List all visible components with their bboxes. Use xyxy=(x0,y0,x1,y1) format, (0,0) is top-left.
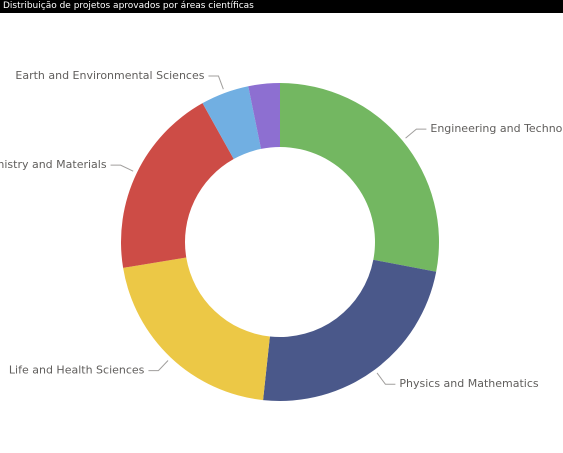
leader-line xyxy=(405,128,427,139)
donut-segment xyxy=(123,257,270,401)
slice-label: Earth and Environmental Sciences xyxy=(15,69,204,82)
leader-line xyxy=(148,360,169,372)
chart-title: Distribuição de projetos aprovados por á… xyxy=(0,0,563,13)
leader-line xyxy=(376,372,396,385)
slice-label: Life and Health Sciences xyxy=(9,364,145,377)
donut-segment xyxy=(263,259,437,401)
donut-segment xyxy=(280,83,440,272)
leader-line xyxy=(208,75,224,90)
slice-label: Chemistry and Materials xyxy=(0,158,107,171)
slice-label: Physics and Mathematics xyxy=(399,377,539,390)
leader-line xyxy=(110,164,134,172)
donut-segment xyxy=(202,86,262,160)
slice-label: Engineering and Technology xyxy=(430,122,563,135)
donut-segment xyxy=(121,103,234,268)
donut-segment xyxy=(248,83,280,149)
